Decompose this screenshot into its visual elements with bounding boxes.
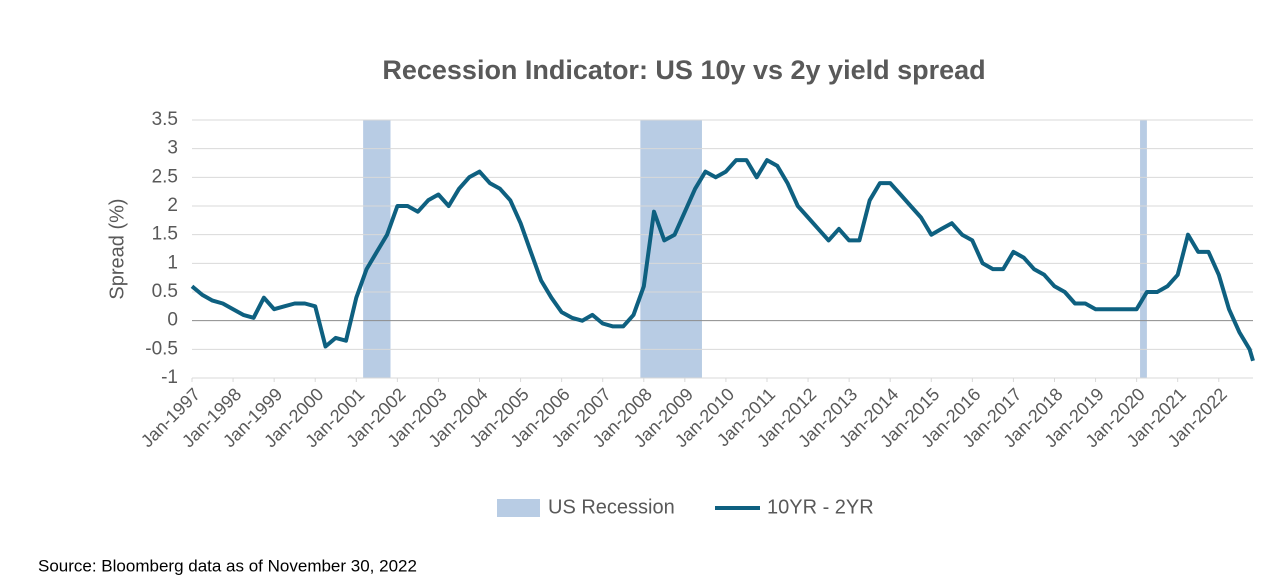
source-note: Source: Bloomberg data as of November 30… bbox=[38, 556, 417, 575]
data-line bbox=[190, 158, 1255, 362]
y-tick-label: 0.5 bbox=[152, 281, 178, 302]
y-tick-label: 2 bbox=[167, 195, 178, 216]
y-tick-label: 1 bbox=[167, 252, 178, 273]
y-tick-label: 0 bbox=[167, 310, 178, 331]
recession-band bbox=[1140, 120, 1147, 378]
y-tick-label: 1.5 bbox=[152, 224, 178, 245]
y-tick-label: -0.5 bbox=[145, 338, 178, 359]
chart-title: Recession Indicator: US 10y vs 2y yield … bbox=[382, 55, 985, 85]
y-tick-label: 2.5 bbox=[152, 166, 178, 187]
y-axis-label: Spread (%) bbox=[106, 198, 128, 299]
legend-swatch bbox=[497, 499, 540, 517]
legend-label: US Recession bbox=[548, 496, 675, 518]
y-tick-label: -1 bbox=[161, 367, 178, 388]
legend-label: 10YR - 2YR bbox=[767, 496, 874, 518]
y-tick-label: 3.5 bbox=[152, 109, 178, 130]
y-tick-label: 3 bbox=[167, 138, 178, 159]
